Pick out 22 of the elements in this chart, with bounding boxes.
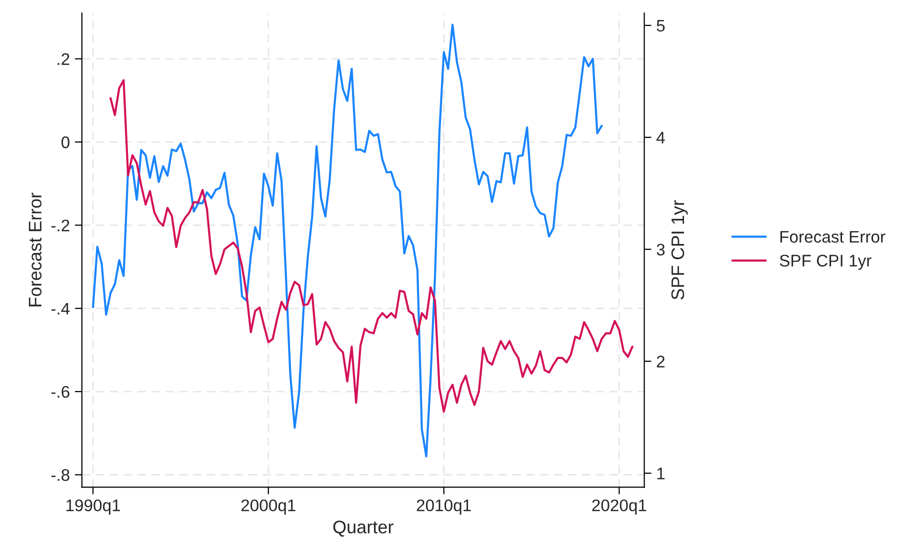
y-tick-label: -.8 — [51, 469, 70, 481]
x-tick-label: 2020q1 — [592, 499, 646, 515]
x-tick-label: 2000q1 — [241, 499, 296, 515]
y2-tick-label: 3 — [656, 244, 665, 256]
y-tick-label: .2 — [58, 53, 70, 65]
y-tick-label: 0 — [61, 136, 70, 148]
x-tick-label: 1990q1 — [66, 499, 120, 515]
legend-label: SPF CPI 1yr — [780, 254, 872, 270]
x-tick-label: 2010q1 — [416, 499, 471, 515]
line-series — [109, 79, 634, 413]
y-tick-label: -.6 — [51, 386, 70, 398]
y-tick-label: -.4 — [51, 302, 70, 314]
y2-tick-label: 5 — [656, 20, 665, 32]
line-series — [92, 24, 603, 458]
legend-label: Forecast Error — [780, 231, 886, 243]
y2-tick-label: 4 — [656, 132, 665, 144]
y2-tick-label: 1 — [657, 468, 665, 480]
y-axis-title: Forecast Error — [28, 192, 42, 306]
x-axis-title: Quarter — [333, 520, 394, 537]
y-tick-label: -.2 — [51, 220, 70, 232]
y2-tick-label: 2 — [656, 356, 665, 368]
y2-axis-title: SPF CPI 1yr — [671, 200, 688, 300]
